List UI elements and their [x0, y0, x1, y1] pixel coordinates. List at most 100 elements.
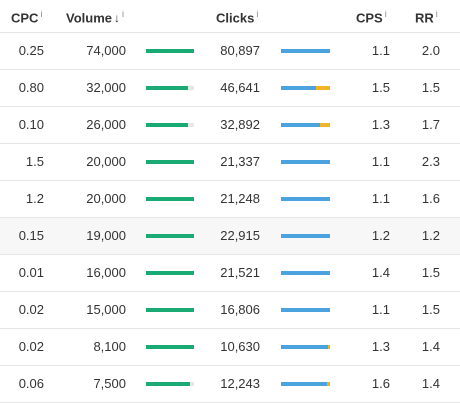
clicks-paid-fill — [328, 345, 330, 349]
cps-value: 1.1 — [371, 302, 390, 317]
rr-value: 1.5 — [421, 265, 440, 280]
clicks-value: 80,897 — [220, 43, 260, 58]
volume-value: 74,000 — [86, 43, 126, 58]
table-row[interactable]: 0.02 15,000 16,806 1.1 1.5 — [0, 292, 460, 329]
volume-value: 16,000 — [86, 265, 126, 280]
volume-bar-fill — [146, 86, 189, 90]
clicks-info-icon[interactable]: i — [256, 9, 259, 19]
volume-bar-fill — [146, 345, 194, 349]
clicks-paid-fill — [316, 86, 330, 90]
volume-bar — [146, 160, 194, 164]
clicks-organic-fill — [281, 382, 328, 386]
volume-bar — [146, 86, 194, 90]
clicks-value: 16,806 — [220, 302, 260, 317]
column-header-cps[interactable]: CPS i — [356, 9, 387, 25]
volume-bar — [146, 123, 194, 127]
rr-value: 1.4 — [421, 376, 440, 391]
volume-bar — [146, 271, 194, 275]
table-row[interactable]: 0.80 32,000 46,641 1.5 1.5 — [0, 70, 460, 107]
cps-value: 1.6 — [371, 376, 390, 391]
table-row[interactable]: 0.01 16,000 21,521 1.4 1.5 — [0, 255, 460, 292]
cps-value: 1.4 — [371, 265, 390, 280]
column-header-cpc-label: CPC — [11, 10, 39, 26]
cpc-value: 0.80 — [18, 80, 44, 95]
volume-bar-fill — [146, 271, 194, 275]
cpc-value: 0.02 — [18, 302, 44, 317]
clicks-value: 10,630 — [220, 339, 260, 354]
sort-descending-icon[interactable]: ↓ — [114, 11, 120, 26]
table-row[interactable]: 0.15 19,000 22,915 1.2 1.2 — [0, 218, 460, 255]
volume-info-icon[interactable]: i — [122, 9, 124, 19]
cps-value: 1.1 — [371, 154, 390, 169]
volume-bar — [146, 197, 194, 201]
volume-bar — [146, 49, 194, 53]
clicks-organic-fill — [281, 308, 330, 312]
column-header-cpc[interactable]: CPC i — [11, 9, 42, 25]
cps-value: 1.1 — [371, 43, 390, 58]
column-header-volume[interactable]: Volume ↓ i — [66, 9, 124, 25]
table-row[interactable]: 1.5 20,000 21,337 1.1 2.3 — [0, 144, 460, 181]
clicks-bar — [281, 160, 330, 164]
clicks-value: 21,521 — [220, 265, 260, 280]
clicks-organic-fill — [281, 49, 330, 53]
rr-value: 1.5 — [421, 80, 440, 95]
table-row[interactable]: 1.2 20,000 21,248 1.1 1.6 — [0, 181, 460, 218]
rr-info-icon[interactable]: i — [435, 9, 438, 19]
rr-value: 1.4 — [421, 339, 440, 354]
clicks-bar — [281, 308, 330, 312]
clicks-value: 46,641 — [220, 80, 260, 95]
rr-value: 2.0 — [421, 43, 440, 58]
table-row[interactable]: 0.10 26,000 32,892 1.3 1.7 — [0, 107, 460, 144]
cps-info-icon[interactable]: i — [384, 9, 387, 19]
table-row[interactable]: 0.06 7,500 12,243 1.6 1.4 — [0, 366, 460, 403]
cps-value: 1.5 — [371, 80, 390, 95]
rr-value: 2.3 — [421, 154, 440, 169]
column-header-volume-label: Volume — [66, 10, 112, 26]
volume-bar-fill — [146, 197, 194, 201]
cpc-info-icon[interactable]: i — [40, 9, 43, 19]
clicks-organic-fill — [281, 271, 330, 275]
rr-value: 1.2 — [421, 228, 440, 243]
volume-bar — [146, 234, 194, 238]
rr-value: 1.5 — [421, 302, 440, 317]
column-header-rr[interactable]: RR i — [415, 9, 438, 25]
volume-value: 20,000 — [86, 191, 126, 206]
cpc-value: 1.5 — [25, 154, 44, 169]
volume-bar-fill — [146, 160, 194, 164]
clicks-organic-fill — [281, 197, 330, 201]
clicks-value: 32,892 — [220, 117, 260, 132]
cpc-value: 1.2 — [25, 191, 44, 206]
clicks-bar — [281, 345, 330, 349]
clicks-organic-fill — [281, 86, 317, 90]
column-header-clicks[interactable]: Clicks i — [216, 9, 258, 25]
clicks-paid-fill — [327, 382, 330, 386]
rr-value: 1.7 — [421, 117, 440, 132]
volume-bar — [146, 345, 194, 349]
clicks-bar — [281, 49, 330, 53]
cpc-value: 0.10 — [18, 117, 44, 132]
table-row[interactable]: 0.02 8,100 10,630 1.3 1.4 — [0, 329, 460, 366]
cpc-value: 0.01 — [18, 265, 44, 280]
column-header-cps-label: CPS — [356, 10, 383, 26]
clicks-bar — [281, 382, 330, 386]
volume-value: 26,000 — [86, 117, 126, 132]
volume-bar-fill — [146, 123, 189, 127]
table-row[interactable]: 0.25 74,000 80,897 1.1 2.0 — [0, 33, 460, 70]
volume-value: 20,000 — [86, 154, 126, 169]
volume-value: 7,500 — [93, 376, 126, 391]
column-header-clicks-label: Clicks — [216, 10, 255, 26]
volume-value: 19,000 — [86, 228, 126, 243]
volume-bar-fill — [146, 382, 191, 386]
clicks-organic-fill — [281, 160, 330, 164]
clicks-paid-fill — [320, 123, 330, 127]
cpc-value: 0.25 — [18, 43, 44, 58]
cpc-value: 0.02 — [18, 339, 44, 354]
clicks-bar — [281, 123, 330, 127]
clicks-organic-fill — [281, 123, 321, 127]
table-body: 0.25 74,000 80,897 1.1 2.0 0.80 32,000 46,641 1.… — [0, 33, 460, 403]
volume-value: 15,000 — [86, 302, 126, 317]
cpc-value: 0.15 — [18, 228, 44, 243]
volume-value: 32,000 — [86, 80, 126, 95]
clicks-organic-fill — [281, 345, 329, 349]
